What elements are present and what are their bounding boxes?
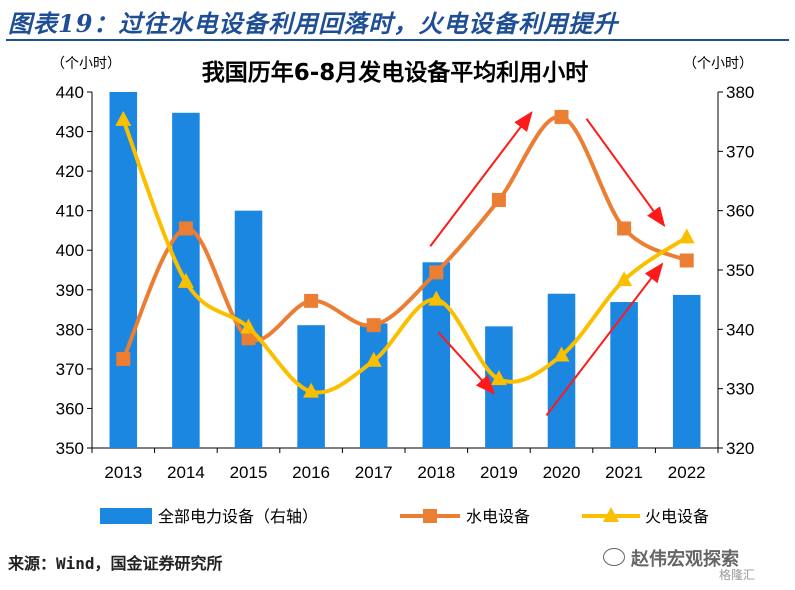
thermal-marker [115,110,132,126]
source-note: 来源：Wind，国金证券研究所 [8,554,223,573]
hydro-marker [116,352,131,366]
hydro-marker [679,253,694,268]
wechat-account-name: 赵伟宏观探索 [631,549,739,570]
trend-arrow [429,111,533,247]
left-tick-label: 380 [56,320,84,339]
trend-arrow [585,118,666,228]
thermal-marker [177,272,194,288]
thermal-marker [428,290,445,306]
right-axis-unit: （个小时） [683,56,753,72]
right-tick-label: 340 [726,320,754,339]
legend-hydro-marker [423,509,437,523]
right-tick-label: 350 [726,261,754,280]
hydro-marker [178,221,193,236]
title-rule [6,39,789,41]
legend-bar-swatch [100,508,152,524]
x-tick-label: 2013 [104,463,142,482]
bar [672,294,701,448]
right-tick-label: 370 [726,142,754,161]
x-tick-label: 2019 [480,463,518,482]
x-tick-label: 2015 [230,463,268,482]
thermal-marker [553,346,570,362]
bar [422,262,451,448]
chart-title: 我国历年6-8月发电设备平均利用小时 [202,59,589,86]
wechat-badge: 赵伟宏观探索 格隆汇 [603,542,793,586]
thermal-marker [365,351,382,367]
right-tick-label: 330 [726,380,754,399]
left-tick-label: 430 [56,123,84,142]
thermal-line [121,119,688,395]
watermark: 格隆汇 [719,568,756,582]
wechat-icon [603,548,625,566]
figure-title: 图表19：过往水电设备利用回落时，火电设备利用提升 [8,9,619,38]
left-tick-label: 360 [56,399,84,418]
hydro-line [121,114,688,360]
bar [610,302,638,448]
right-tick-label: 360 [726,202,754,221]
left-tick-label: 390 [56,281,84,300]
hydro-marker [429,265,444,280]
bar [547,293,576,448]
x-tick-label: 2021 [605,463,643,482]
hydro-marker [366,318,381,333]
hydro-marker [304,293,319,308]
left-tick-label: 350 [56,439,84,458]
bar [359,323,388,448]
left-tick-label: 410 [56,202,84,221]
hydro-marker [241,331,256,346]
x-tick-label: 2016 [292,463,330,482]
x-tick-label: 2022 [668,463,706,482]
legend-bar-label: 全部电力设备（右轴） [158,507,318,526]
thermal-marker [303,382,320,398]
thermal-marker [240,318,257,334]
legend-thermal-marker [603,507,619,522]
legend-hydro-label: 水电设备 [466,507,530,526]
x-tick-label: 2014 [167,463,205,482]
legend-thermal-label: 火电设备 [645,507,709,526]
trend-arrow [545,262,664,416]
left-tick-label: 420 [56,162,84,181]
hydro-marker [617,221,632,236]
x-tick-label: 2017 [355,463,393,482]
thermal-marker [616,271,633,287]
left-axis-unit: （个小时） [51,56,121,72]
x-tick-label: 2020 [543,463,581,482]
left-tick-label: 400 [56,241,84,260]
hydro-marker [554,109,569,124]
thermal-marker [678,228,695,244]
left-tick-label: 440 [56,83,84,102]
hydro-marker [491,192,506,207]
trend-arrow [437,331,496,395]
right-tick-label: 380 [726,83,754,102]
x-tick-label: 2018 [417,463,455,482]
left-tick-label: 370 [56,360,84,379]
right-tick-label: 320 [726,439,754,458]
